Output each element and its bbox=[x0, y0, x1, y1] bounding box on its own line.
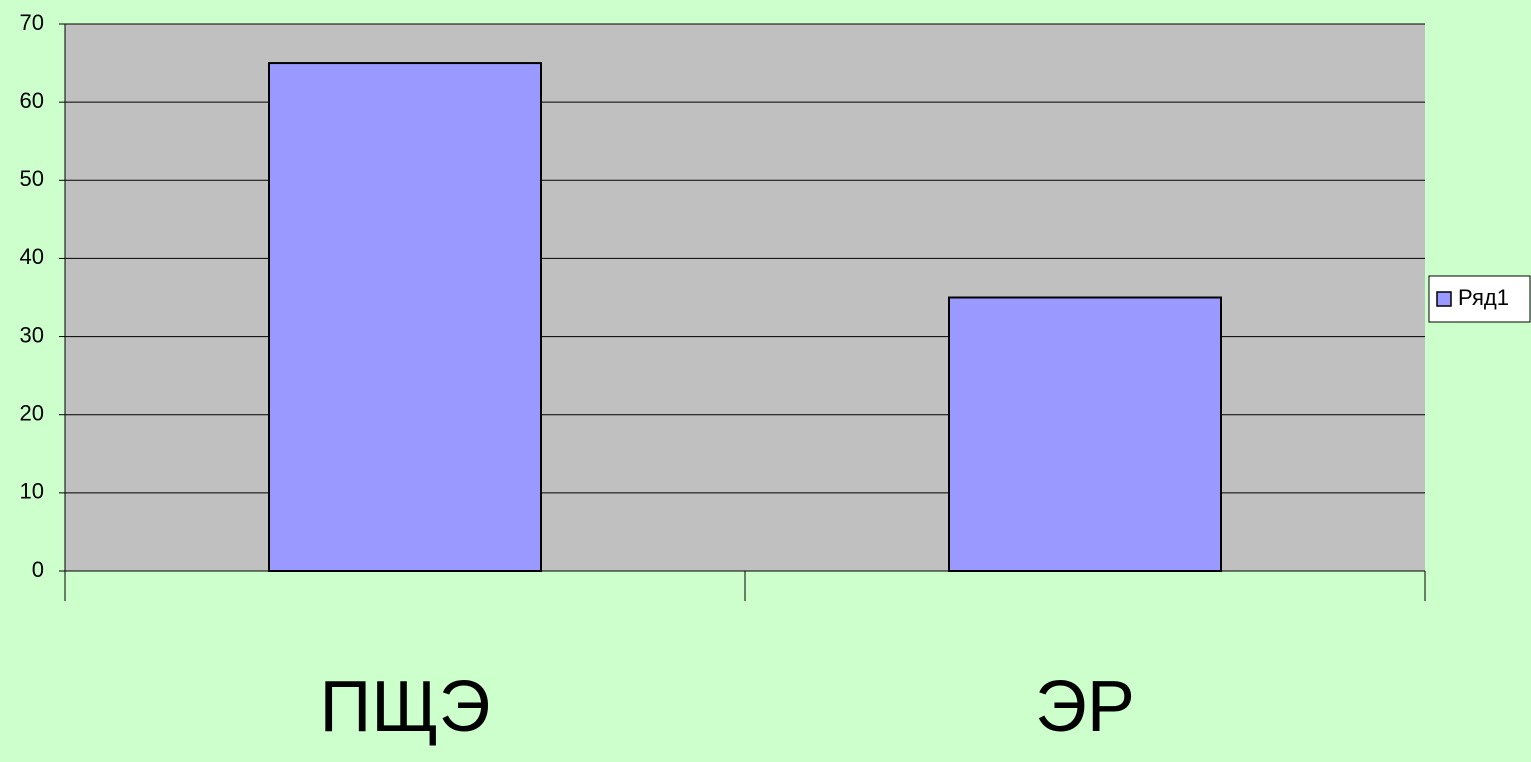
legend-swatch bbox=[1436, 291, 1452, 307]
y-tick-label: 50 bbox=[20, 166, 44, 191]
y-tick-label: 40 bbox=[20, 244, 44, 269]
x-tick-label: ПЩЭ bbox=[320, 667, 491, 747]
y-tick-label: 30 bbox=[20, 322, 44, 347]
x-tick-label: ЭР bbox=[1035, 667, 1135, 747]
bar bbox=[948, 296, 1222, 572]
bar bbox=[268, 62, 542, 572]
y-tick-label: 70 bbox=[20, 10, 44, 35]
y-tick-label: 10 bbox=[20, 479, 44, 504]
y-tick-label: 0 bbox=[32, 557, 44, 582]
y-tick-label: 20 bbox=[20, 401, 44, 426]
y-tick-label: 60 bbox=[20, 88, 44, 113]
legend-label: Ряд1 bbox=[1458, 285, 1509, 310]
